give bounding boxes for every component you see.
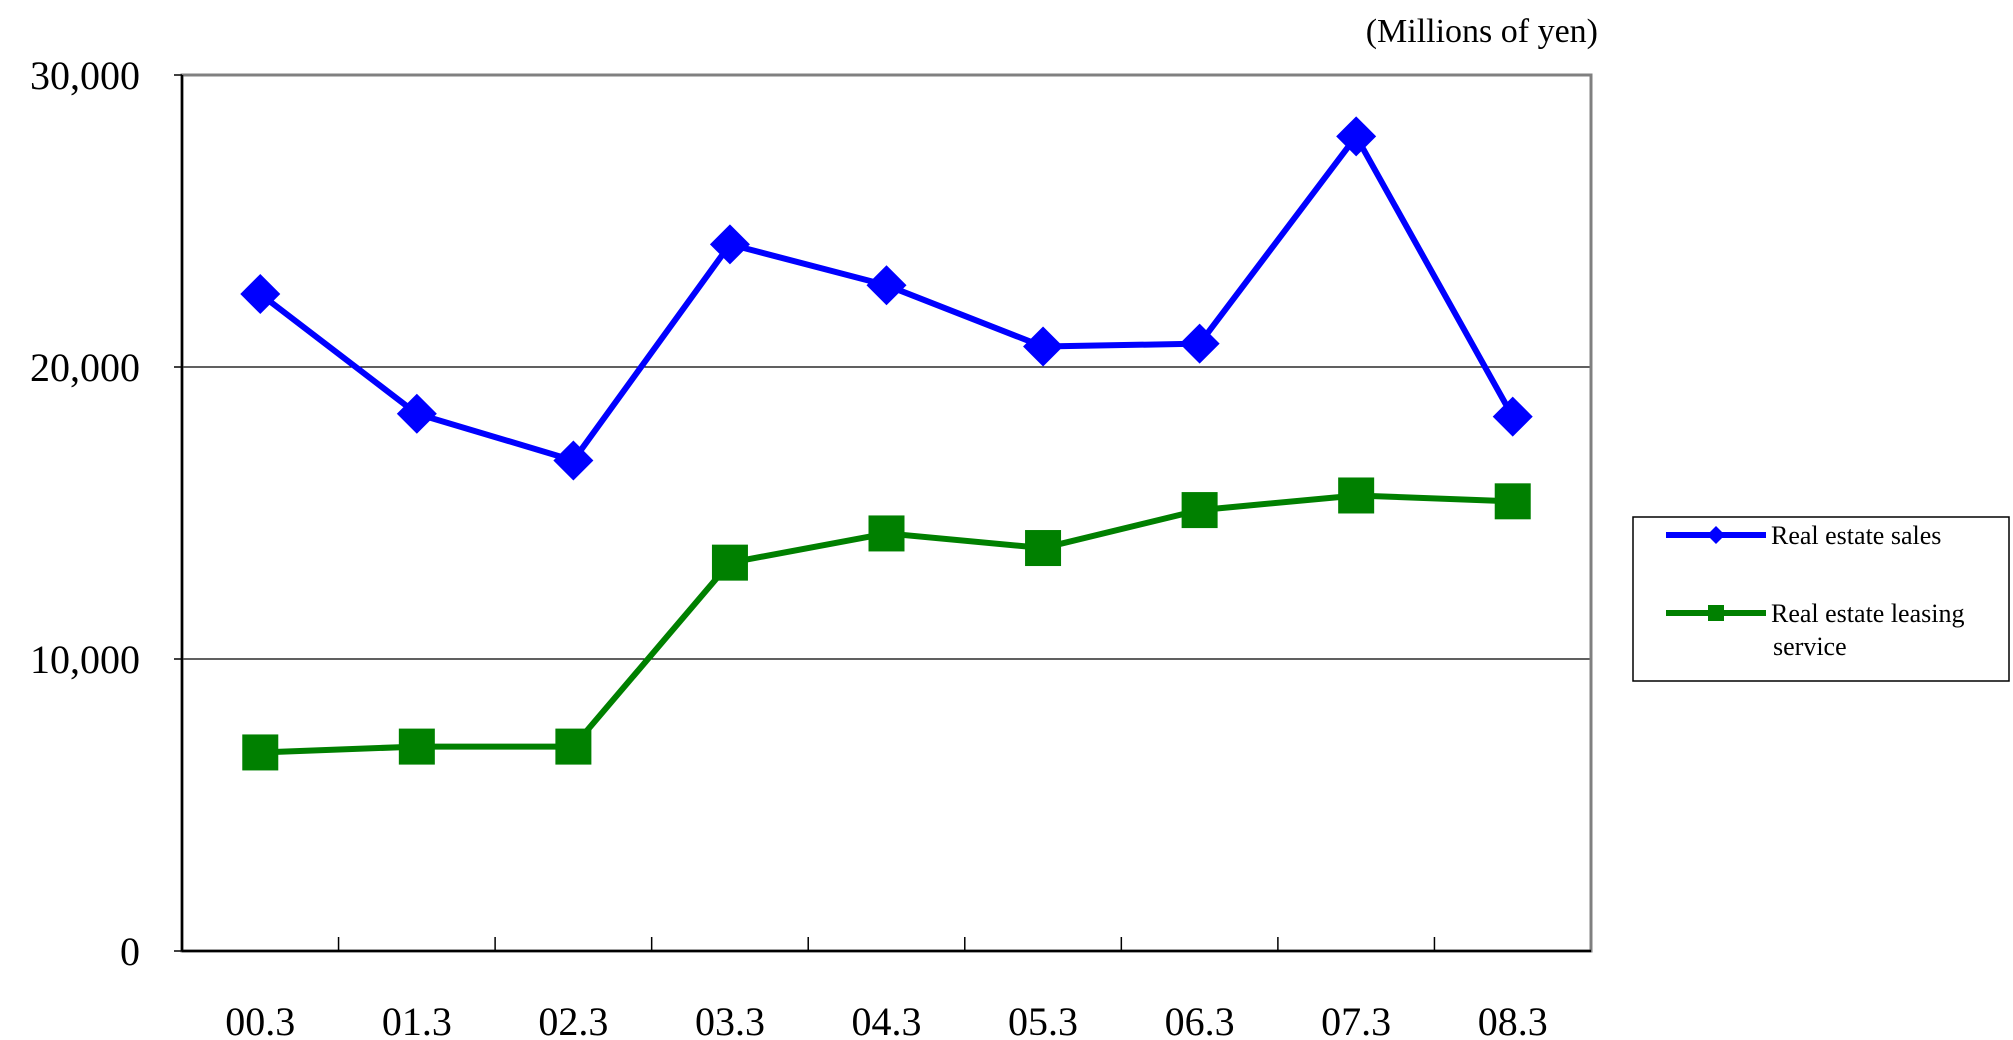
x-tick-label: 08.3 (1478, 999, 1548, 1040)
series-0-point (1023, 326, 1064, 367)
series-1-point (1338, 477, 1375, 514)
x-tick-label: 03.3 (695, 999, 765, 1040)
series-0-point (396, 393, 437, 434)
y-tick-label: 30,000 (30, 53, 140, 98)
legend-label-1: Real estate leasing service (1771, 599, 1964, 661)
x-tick-label: 01.3 (382, 999, 452, 1040)
x-tick-label: 06.3 (1165, 999, 1235, 1040)
y-tick-labels: 0 10,000 20,000 30,000 (30, 53, 140, 974)
legend-box (1632, 516, 2010, 682)
y-tick-label: 0 (120, 929, 140, 974)
x-tick-labels: 00.3 01.3 02.3 03.3 04.3 05.3 06.3 07.3 08.3 (225, 999, 1547, 1040)
legend-label-line: service (1773, 632, 1847, 661)
series-0-point (1336, 116, 1377, 157)
series-1-point (711, 544, 748, 581)
gridlines (182, 366, 1591, 660)
series-0-point (553, 440, 594, 481)
x-tick-label: 05.3 (1008, 999, 1078, 1040)
series-1-point (555, 728, 592, 765)
x-tick-label: 07.3 (1321, 999, 1391, 1040)
series-1-point (868, 515, 905, 552)
series-0-point (1492, 396, 1533, 437)
legend-marker-0 (1707, 526, 1725, 544)
y-tick-label: 20,000 (30, 345, 140, 390)
series-0-point (709, 224, 750, 265)
axes (174, 74, 1591, 953)
series-0-point (866, 265, 907, 306)
x-tick-label: 00.3 (225, 999, 295, 1040)
series-1-point (1181, 492, 1218, 529)
series-1-point (398, 728, 435, 765)
series-0-point (1179, 323, 1220, 364)
legend-label-0: Real estate sales (1771, 521, 1941, 550)
x-tick-label: 02.3 (538, 999, 608, 1040)
series-0-point (240, 274, 281, 314)
legend-marker-1 (1708, 605, 1724, 621)
plot-area-border (180, 73, 1593, 953)
series-markers (240, 116, 1533, 771)
legend-label-line: Real estate leasing (1771, 599, 1964, 628)
x-tick-label: 04.3 (852, 999, 922, 1040)
unit-label: (Millions of yen) (1366, 13, 1598, 50)
series-1-point (1025, 530, 1062, 567)
y-tick-label: 10,000 (30, 637, 140, 682)
series-1-point (242, 734, 279, 771)
legend: Real estate sales Real estate leasing serv… (1632, 516, 2010, 682)
series-lines (258, 133, 1516, 756)
series-1-point (1494, 483, 1531, 520)
